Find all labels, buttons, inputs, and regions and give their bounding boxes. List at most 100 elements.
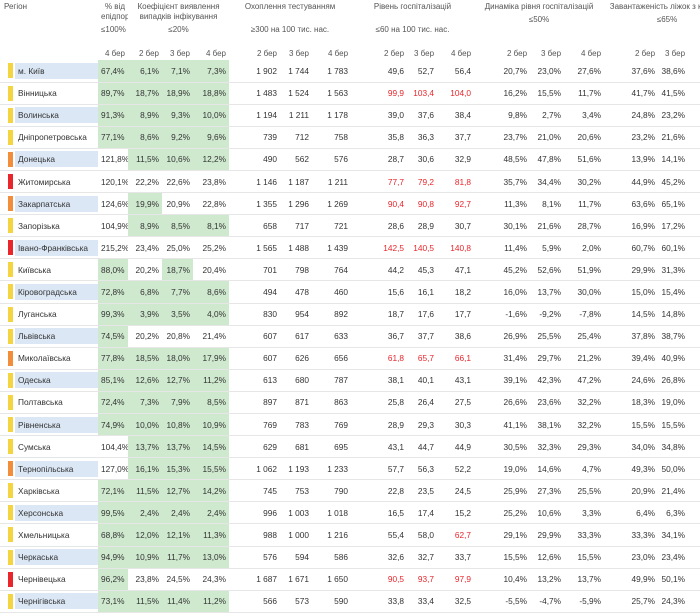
- table-row[interactable]: м. Київ 67,4% 6,1% 7,1% 7,3% 1 902 1 744 1 783 4…: [0, 60, 700, 83]
- table-row[interactable]: Тернопільська 127,0% 16,1% 15,3% 15,5% 1 062 1…: [0, 457, 700, 480]
- table-row[interactable]: Харківська 72,1% 11,5% 12,7% 14,2% 745 753 790 2…: [0, 479, 700, 502]
- week-label[interactable]: 3 бер: [540, 49, 562, 58]
- beds-value: 6,4%: [636, 507, 656, 518]
- test-value: 562: [295, 154, 309, 165]
- table-row[interactable]: Миколаївська 77,8% 18,5% 18,0% 17,9% 607 626 65…: [0, 347, 700, 370]
- table-row[interactable]: Хмельницька 68,8% 12,0% 12,1% 11,3% 988 1 000 1…: [0, 523, 700, 547]
- table-row[interactable]: Сумська 104,4% 13,7% 13,7% 14,5% 629 681 695 43,…: [0, 435, 700, 458]
- region-cell[interactable]: Дніпропетровська: [0, 126, 98, 148]
- region-cell[interactable]: Полтавська: [0, 391, 98, 413]
- dyn-value: 16,0%: [503, 286, 528, 297]
- region-cell[interactable]: Сумська: [0, 436, 98, 458]
- dyn-value: -7,8%: [579, 309, 602, 320]
- table-row[interactable]: Донецька 121,8% 11,5% 10,6% 12,2% 490 562 576 28…: [0, 148, 700, 171]
- header-epid-threshold: ≤100%: [101, 25, 126, 34]
- header-hosp[interactable]: Рівень госпіталізацій ≤60 на 100 тис. на…: [351, 0, 474, 48]
- week-label[interactable]: 4 бер: [688, 48, 700, 60]
- week-label[interactable]: 2 бер: [634, 49, 656, 58]
- dyn-value: 34,4%: [537, 176, 562, 187]
- table-row[interactable]: Запорізька 104,9% 8,9% 8,5% 8,1% 658 717 721 28,…: [0, 214, 700, 237]
- header-epid[interactable]: % від епідпорогу ≤100%: [98, 0, 128, 48]
- region-cell[interactable]: Чернівецька: [0, 568, 98, 590]
- table-row[interactable]: Дніпропетровська 77,1% 8,6% 9,2% 9,6% 739 712 7…: [0, 126, 700, 149]
- region-cell[interactable]: Тернопільська: [0, 458, 98, 480]
- region-cell[interactable]: Миколаївська: [0, 347, 98, 369]
- table-row[interactable]: Волинська 91,3% 8,9% 9,3% 10,0% 1 194 1 211 1 1…: [0, 104, 700, 127]
- region-cell[interactable]: Кіровоградська: [0, 281, 98, 303]
- table-row[interactable]: Житомирська 120,1% 22,2% 22,6% 23,8% 1 146 1 1…: [0, 170, 700, 193]
- week-label[interactable]: 3 бер: [288, 49, 309, 58]
- epid-value: 120,1%: [101, 176, 128, 187]
- epid-value: 77,1%: [98, 126, 128, 149]
- table-row[interactable]: Чернівецька 96,2% 23,8% 24,5% 24,3% 1 687 1 67…: [0, 568, 700, 591]
- header-beds[interactable]: Завантаженість ліжок з киснем ≤65%: [604, 0, 700, 48]
- table-row[interactable]: Івано-Франківська 215,2% 23,4% 25,0% 25,2% 1 …: [0, 237, 700, 259]
- week-label[interactable]: 4 бер: [450, 49, 472, 58]
- week-label[interactable]: 4 бер: [205, 49, 226, 58]
- beds-value: 27,6%: [688, 369, 700, 391]
- header-region[interactable]: Регіон: [4, 2, 27, 11]
- header-test[interactable]: Охоплення тестуванням ≥300 на 100 тис. н…: [229, 0, 351, 48]
- hosp-value: 43,1: [387, 441, 405, 452]
- beds-value: 35,9%: [688, 436, 700, 458]
- region-cell[interactable]: Донецька: [0, 148, 98, 170]
- region-cell[interactable]: Хмельницька: [0, 524, 98, 546]
- region-cell[interactable]: Черкаська: [0, 546, 98, 568]
- week-label[interactable]: 4 бер: [327, 49, 349, 58]
- region-cell[interactable]: Чернігівська: [0, 590, 98, 612]
- table-row[interactable]: Херсонська 99,5% 2,4% 2,4% 2,4% 996 1 003 1 018…: [0, 501, 700, 524]
- hosp-value: 18,2: [454, 286, 472, 297]
- week-label[interactable]: 2 бер: [506, 49, 528, 58]
- table-row[interactable]: Львівська 74,5% 20,2% 20,8% 21,4% 607 617 633 36…: [0, 325, 700, 348]
- week-label[interactable]: 3 бер: [169, 49, 190, 58]
- test-value: 1 565: [256, 242, 277, 253]
- table-row[interactable]: Полтавська 72,4% 7,3% 7,9% 8,5% 897 871 863 25,8…: [0, 391, 700, 414]
- region-cell[interactable]: Харківська: [0, 480, 98, 502]
- table-row[interactable]: Вінницька 89,7% 18,7% 18,9% 18,8% 1 483 1 524 1…: [0, 82, 700, 105]
- week-label[interactable]: 4 бер: [580, 49, 602, 58]
- region-name: м. Київ: [15, 62, 98, 79]
- region-cell[interactable]: Київська: [0, 259, 98, 281]
- region-cell[interactable]: Вінницька: [0, 82, 98, 104]
- detect-value: 16,1%: [128, 457, 162, 480]
- zone-marker: [8, 328, 13, 344]
- region-cell[interactable]: Львівська: [0, 325, 98, 347]
- table-row[interactable]: Кіровоградська 72,8% 6,8% 7,7% 8,6% 494 478 460…: [0, 280, 700, 304]
- hosp-value: 39,0: [387, 110, 405, 121]
- region-cell[interactable]: Запорізька: [0, 215, 98, 237]
- table-row[interactable]: Луганська 99,3% 3,9% 3,5% 4,0% 830 954 892 18,7 1…: [0, 303, 700, 326]
- detect-value: 15,5%: [193, 457, 229, 480]
- zone-marker: [8, 549, 13, 565]
- test-value: 783: [295, 419, 309, 430]
- week-label[interactable]: 3 бер: [664, 49, 686, 58]
- region-cell[interactable]: Луганська: [0, 303, 98, 325]
- week-label[interactable]: 2 бер: [138, 49, 159, 58]
- header-dyn[interactable]: Динаміка рівня госпіталізацій ≤50%: [474, 0, 604, 48]
- hosp-value: 93,7: [417, 574, 435, 585]
- region-cell[interactable]: Івано-Франківська: [0, 237, 98, 259]
- header-detect[interactable]: Коефіцієнт виявлення випадків інфікуванн…: [128, 0, 229, 48]
- region-cell[interactable]: Закарпатська: [0, 193, 98, 215]
- dyn-value: -4,7%: [539, 596, 562, 607]
- table-row[interactable]: Київська 88,0% 20,2% 18,7% 20,4% 701 798 764 44,…: [0, 258, 700, 281]
- table-row[interactable]: Рівненська 74,9% 10,0% 10,8% 10,9% 769 783 769 2…: [0, 413, 700, 436]
- region-cell[interactable]: Волинська: [0, 104, 98, 126]
- table-row[interactable]: Закарпатська 124,6% 19,9% 20,9% 22,8% 1 355 1 …: [0, 192, 700, 215]
- region-cell[interactable]: Житомирська: [0, 170, 98, 192]
- week-label[interactable]: 4 бер: [104, 49, 125, 58]
- test-value: 1 483: [256, 88, 277, 99]
- region-cell[interactable]: Одеська: [0, 369, 98, 391]
- test-value: 1 216: [327, 530, 349, 541]
- table-row[interactable]: Черкаська 94,9% 10,9% 11,7% 13,0% 576 594 586 32…: [0, 546, 700, 569]
- region-cell[interactable]: Херсонська: [0, 502, 98, 524]
- beds-value: 23,2%: [631, 132, 656, 143]
- week-label[interactable]: 2 бер: [383, 49, 405, 58]
- region-cell[interactable]: Рівненська: [0, 414, 98, 436]
- test-value: 1 671: [288, 574, 309, 585]
- region-cell[interactable]: м. Київ: [0, 60, 98, 82]
- table-row[interactable]: Одеська 85,1% 12,6% 12,7% 11,2% 613 680 787 38,1…: [0, 369, 700, 392]
- table-row[interactable]: Чернігівська 73,1% 11,5% 11,4% 11,2% 566 573 59…: [0, 590, 700, 613]
- week-label[interactable]: 2 бер: [256, 49, 277, 58]
- zone-marker: [8, 240, 13, 256]
- week-label[interactable]: 3 бер: [413, 49, 435, 58]
